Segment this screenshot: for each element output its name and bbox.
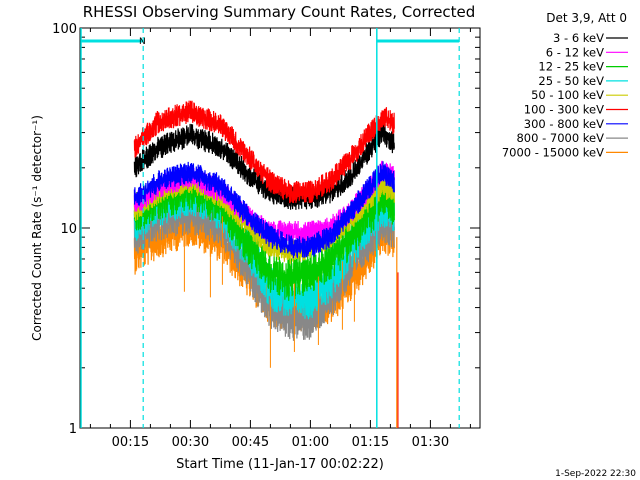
y-tick-label: 10 <box>60 222 77 237</box>
legend-entry-label: 50 - 100 keV <box>531 88 604 102</box>
legend-entry-label: 7000 - 15000 keV <box>502 145 604 159</box>
x-tick-label: 00:15 <box>112 435 149 450</box>
legend-entry-label: 100 - 300 keV <box>524 103 604 117</box>
x-tick-label: 00:45 <box>232 435 269 450</box>
x-tick-label: 01:30 <box>412 435 449 450</box>
series-line <box>133 120 395 210</box>
y-tick-label: 1 <box>69 422 77 437</box>
legend-entry-label: 25 - 50 keV <box>538 74 604 88</box>
x-tick-label: 00:30 <box>172 435 209 450</box>
footer-timestamp: 1-Sep-2022 22:30 <box>555 469 636 479</box>
series-line <box>133 161 395 259</box>
legend-entry-label: 6 - 12 keV <box>546 45 604 59</box>
legend-entry-label: 12 - 25 keV <box>538 60 604 74</box>
y-axis-label: Corrected Count Rate (s⁻¹ detector⁻¹) <box>30 115 44 341</box>
chart-title: RHESSI Observing Summary Count Rates, Co… <box>83 3 476 21</box>
legend-entry-label: 300 - 800 keV <box>524 117 604 131</box>
legend-entry-label: 800 - 7000 keV <box>516 131 604 145</box>
y-tick-label: 100 <box>52 22 77 37</box>
x-tick-label: 01:00 <box>292 435 329 450</box>
series-line <box>133 100 395 204</box>
legend-title: Det 3,9, Att 0 <box>546 11 627 25</box>
legend-entry-label: 3 - 6 keV <box>553 31 604 45</box>
x-tick-label: 01:15 <box>352 435 389 450</box>
x-axis-label: Start Time (11-Jan-17 00:02:22) <box>176 457 384 472</box>
night-annotation-label: N <box>139 37 146 47</box>
